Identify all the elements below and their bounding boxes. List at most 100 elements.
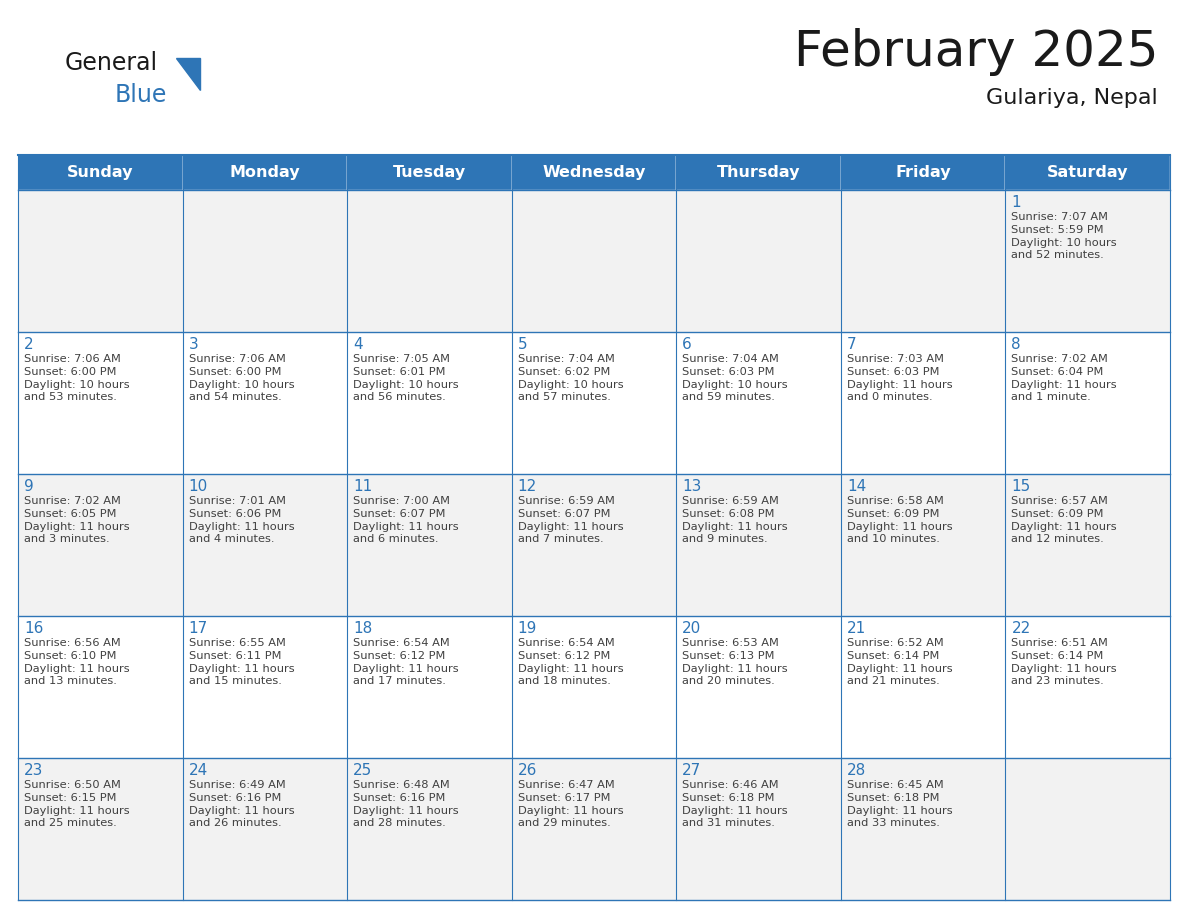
Bar [1005,758,1170,900]
Bar [183,474,347,616]
Text: Sunrise: 6:45 AM
Sunset: 6:18 PM
Daylight: 11 hours
and 33 minutes.: Sunrise: 6:45 AM Sunset: 6:18 PM Dayligh… [847,780,953,828]
Bar [18,474,183,616]
Text: Blue: Blue [115,83,168,107]
Bar [841,190,1005,332]
Text: 18: 18 [353,621,372,636]
Bar [1005,190,1170,332]
Bar [183,332,347,474]
Bar [676,155,841,190]
Bar [841,616,1005,758]
Text: Sunrise: 6:51 AM
Sunset: 6:14 PM
Daylight: 11 hours
and 23 minutes.: Sunrise: 6:51 AM Sunset: 6:14 PM Dayligh… [1011,638,1117,687]
Bar [18,332,183,474]
Bar [18,190,183,332]
Bar [183,616,347,758]
Bar [512,332,676,474]
Text: Sunrise: 7:07 AM
Sunset: 5:59 PM
Daylight: 10 hours
and 52 minutes.: Sunrise: 7:07 AM Sunset: 5:59 PM Dayligh… [1011,212,1117,261]
Bar [18,758,183,900]
Text: Tuesday: Tuesday [393,165,466,180]
Text: 17: 17 [189,621,208,636]
Bar [676,332,841,474]
Bar [512,474,676,616]
Text: 3: 3 [189,337,198,352]
Text: 26: 26 [518,763,537,778]
Text: 7: 7 [847,337,857,352]
Bar [841,474,1005,616]
Text: Sunrise: 6:53 AM
Sunset: 6:13 PM
Daylight: 11 hours
and 20 minutes.: Sunrise: 6:53 AM Sunset: 6:13 PM Dayligh… [682,638,788,687]
Text: Wednesday: Wednesday [542,165,646,180]
Text: General: General [65,51,158,75]
Text: Sunrise: 7:00 AM
Sunset: 6:07 PM
Daylight: 11 hours
and 6 minutes.: Sunrise: 7:00 AM Sunset: 6:07 PM Dayligh… [353,496,459,544]
Bar [1005,474,1170,616]
Text: Sunrise: 6:50 AM
Sunset: 6:15 PM
Daylight: 11 hours
and 25 minutes.: Sunrise: 6:50 AM Sunset: 6:15 PM Dayligh… [24,780,129,828]
Bar [347,758,512,900]
Text: Sunrise: 6:59 AM
Sunset: 6:08 PM
Daylight: 11 hours
and 9 minutes.: Sunrise: 6:59 AM Sunset: 6:08 PM Dayligh… [682,496,788,544]
Text: 12: 12 [518,479,537,494]
Bar [512,190,676,332]
Polygon shape [176,58,200,90]
Bar [841,332,1005,474]
Text: 5: 5 [518,337,527,352]
Bar [676,190,841,332]
Bar [512,155,676,190]
Text: 11: 11 [353,479,372,494]
Text: 2: 2 [24,337,33,352]
Bar [841,155,1005,190]
Bar [18,155,183,190]
Bar [347,155,512,190]
Bar [1005,155,1170,190]
Text: Sunrise: 7:04 AM
Sunset: 6:03 PM
Daylight: 10 hours
and 59 minutes.: Sunrise: 7:04 AM Sunset: 6:03 PM Dayligh… [682,354,788,402]
Text: Sunrise: 6:59 AM
Sunset: 6:07 PM
Daylight: 11 hours
and 7 minutes.: Sunrise: 6:59 AM Sunset: 6:07 PM Dayligh… [518,496,624,544]
Bar [841,758,1005,900]
Text: Sunrise: 6:46 AM
Sunset: 6:18 PM
Daylight: 11 hours
and 31 minutes.: Sunrise: 6:46 AM Sunset: 6:18 PM Dayligh… [682,780,788,828]
Text: Sunrise: 6:52 AM
Sunset: 6:14 PM
Daylight: 11 hours
and 21 minutes.: Sunrise: 6:52 AM Sunset: 6:14 PM Dayligh… [847,638,953,687]
Bar [347,332,512,474]
Bar [512,758,676,900]
Text: Saturday: Saturday [1047,165,1129,180]
Text: Sunrise: 7:03 AM
Sunset: 6:03 PM
Daylight: 11 hours
and 0 minutes.: Sunrise: 7:03 AM Sunset: 6:03 PM Dayligh… [847,354,953,402]
Bar [183,190,347,332]
Text: 24: 24 [189,763,208,778]
Bar [1005,616,1170,758]
Bar [183,758,347,900]
Text: 15: 15 [1011,479,1031,494]
Text: 22: 22 [1011,621,1031,636]
Text: 4: 4 [353,337,362,352]
Text: Sunrise: 7:02 AM
Sunset: 6:04 PM
Daylight: 11 hours
and 1 minute.: Sunrise: 7:02 AM Sunset: 6:04 PM Dayligh… [1011,354,1117,402]
Text: Sunrise: 6:48 AM
Sunset: 6:16 PM
Daylight: 11 hours
and 28 minutes.: Sunrise: 6:48 AM Sunset: 6:16 PM Dayligh… [353,780,459,828]
Bar [512,616,676,758]
Text: 10: 10 [189,479,208,494]
Bar [676,474,841,616]
Text: Sunrise: 6:49 AM
Sunset: 6:16 PM
Daylight: 11 hours
and 26 minutes.: Sunrise: 6:49 AM Sunset: 6:16 PM Dayligh… [189,780,295,828]
Text: 1: 1 [1011,195,1020,210]
Text: 19: 19 [518,621,537,636]
Bar [676,616,841,758]
Text: Sunrise: 7:04 AM
Sunset: 6:02 PM
Daylight: 10 hours
and 57 minutes.: Sunrise: 7:04 AM Sunset: 6:02 PM Dayligh… [518,354,624,402]
Text: Friday: Friday [896,165,950,180]
Text: Sunday: Sunday [67,165,133,180]
Text: 13: 13 [682,479,702,494]
Text: 21: 21 [847,621,866,636]
Text: 6: 6 [682,337,693,352]
Text: Sunrise: 6:55 AM
Sunset: 6:11 PM
Daylight: 11 hours
and 15 minutes.: Sunrise: 6:55 AM Sunset: 6:11 PM Dayligh… [189,638,295,687]
Text: 28: 28 [847,763,866,778]
Text: Sunrise: 6:57 AM
Sunset: 6:09 PM
Daylight: 11 hours
and 12 minutes.: Sunrise: 6:57 AM Sunset: 6:09 PM Dayligh… [1011,496,1117,544]
Text: Sunrise: 6:54 AM
Sunset: 6:12 PM
Daylight: 11 hours
and 17 minutes.: Sunrise: 6:54 AM Sunset: 6:12 PM Dayligh… [353,638,459,687]
Text: Monday: Monday [229,165,301,180]
Text: Gulariya, Nepal: Gulariya, Nepal [986,88,1158,108]
Bar [1005,332,1170,474]
Bar [347,190,512,332]
Text: 9: 9 [24,479,33,494]
Text: Sunrise: 7:06 AM
Sunset: 6:00 PM
Daylight: 10 hours
and 53 minutes.: Sunrise: 7:06 AM Sunset: 6:00 PM Dayligh… [24,354,129,402]
Text: 23: 23 [24,763,44,778]
Text: Sunrise: 6:54 AM
Sunset: 6:12 PM
Daylight: 11 hours
and 18 minutes.: Sunrise: 6:54 AM Sunset: 6:12 PM Dayligh… [518,638,624,687]
Text: Sunrise: 7:02 AM
Sunset: 6:05 PM
Daylight: 11 hours
and 3 minutes.: Sunrise: 7:02 AM Sunset: 6:05 PM Dayligh… [24,496,129,544]
Bar [676,758,841,900]
Text: 25: 25 [353,763,372,778]
Text: 14: 14 [847,479,866,494]
Bar [183,155,347,190]
Text: 27: 27 [682,763,702,778]
Text: Thursday: Thursday [716,165,801,180]
Bar [347,474,512,616]
Bar [347,616,512,758]
Text: 8: 8 [1011,337,1020,352]
